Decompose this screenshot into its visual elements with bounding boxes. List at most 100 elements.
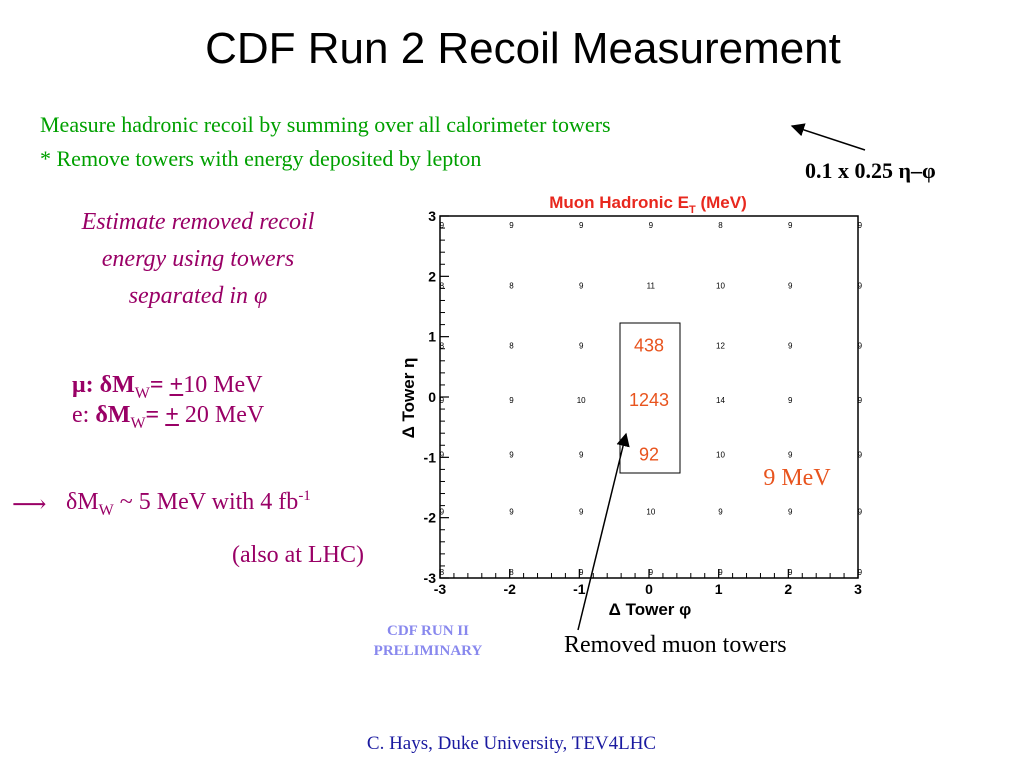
- tower-cell-value: 9: [858, 508, 863, 517]
- x-axis-label: Δ Tower φ: [609, 600, 692, 619]
- tower-cell-value: 8: [509, 568, 514, 577]
- removed-tower-value: 1243: [629, 390, 669, 410]
- nine-mev-annotation: 9 MeV: [763, 465, 831, 491]
- tower-cell-value: 9: [858, 568, 863, 577]
- electron-sub: W: [130, 414, 146, 432]
- tower-cell-value: 9: [718, 508, 723, 517]
- tower-cell-value: 9: [579, 508, 584, 517]
- electron-value: 20 MeV: [178, 402, 265, 428]
- lhc-note: (also at LHC): [232, 542, 364, 568]
- tower-cell-value: 9: [509, 508, 514, 517]
- tower-cell-value: 9: [788, 342, 793, 351]
- x-axis: -3 -2 -1 0 1 2 3: [434, 569, 862, 597]
- removed-towers-box: [619, 322, 681, 474]
- muon-value: 10 MeV: [183, 372, 263, 398]
- slide-title: CDF Run 2 Recoil Measurement: [205, 24, 841, 73]
- tower-cell-value: 9: [440, 396, 445, 405]
- tower-cell-value: 9: [649, 221, 654, 230]
- tower-cell-value: 8: [440, 568, 445, 577]
- electron-prefix: e:: [72, 402, 96, 428]
- tower-cell-value: 9: [858, 396, 863, 405]
- y-tick-label: -2: [424, 510, 437, 526]
- tower-cell-value: 9: [788, 396, 793, 405]
- tower-cell-value: 8: [509, 342, 514, 351]
- tower-cell-value: 9: [788, 450, 793, 459]
- tower-cell-value: 9: [509, 450, 514, 459]
- x-tick-label: 2: [784, 581, 792, 597]
- future-sup: -1: [298, 488, 311, 504]
- x-tick-label: -3: [434, 581, 447, 597]
- removed-tower-value: 438: [634, 336, 664, 356]
- electron-pm: +: [165, 402, 179, 428]
- y-tick-label: -1: [424, 449, 437, 465]
- electron-delta: δM: [95, 402, 131, 428]
- x-tick-label: -2: [503, 581, 516, 597]
- future-sub: W: [98, 501, 114, 519]
- tower-cell-value: 9: [788, 508, 793, 517]
- tower-size-label: 0.1 x 0.25 η–φ: [805, 158, 936, 183]
- future-projection: δMW ~ 5 MeV with 4 fb-1: [66, 488, 311, 520]
- muon-sub: W: [134, 384, 150, 402]
- y-tick-label: 2: [428, 268, 436, 284]
- tower-cell-value: 9: [858, 450, 863, 459]
- removed-towers-arrow: [577, 432, 630, 631]
- tower-cell-value: 9: [579, 450, 584, 459]
- tower-cell-value: 8: [718, 221, 723, 230]
- tower-cell-value: 9: [858, 342, 863, 351]
- tower-size-arrow: [790, 123, 866, 151]
- muon-pm: +: [169, 372, 184, 398]
- tower-cell-value: 9: [509, 221, 514, 230]
- tower-cell-value: 9: [858, 281, 863, 290]
- tower-cell-value: 9: [788, 281, 793, 290]
- muon-resolution: μ: δMW= +10 MeV: [72, 372, 263, 403]
- future-text: ~ 5 MeV with 4 fb: [113, 489, 299, 515]
- y-axis: -3 -2 -1 0 1 2 3: [424, 208, 449, 586]
- tower-cell-value: 10: [646, 508, 655, 517]
- muon-eq: =: [149, 372, 170, 398]
- tower-cell-value: 9: [579, 342, 584, 351]
- plot-title: Muon Hadronic ET (MeV): [549, 193, 747, 216]
- y-tick-label: 1: [428, 329, 436, 345]
- removed-tower-values: 438 1243 92: [629, 336, 669, 465]
- tower-cell-value: 10: [716, 450, 725, 459]
- future-delta: δM: [66, 489, 99, 515]
- x-tick-label: 1: [715, 581, 723, 597]
- removed-tower-value: 92: [639, 444, 659, 464]
- tower-cell-value: 8: [440, 281, 445, 290]
- tower-cell-value: 9: [858, 221, 863, 230]
- electron-eq: =: [145, 402, 166, 428]
- tower-cell-value: 9: [788, 568, 793, 577]
- tower-cell-value: 9: [649, 568, 654, 577]
- tower-cell-value: 9: [440, 221, 445, 230]
- future-arrow-icon: ⟶: [12, 492, 47, 518]
- estimate-text: Estimate removed recoil energy using tow…: [81, 209, 315, 309]
- tower-cell-value: 9: [509, 396, 514, 405]
- y-tick-label: 0: [428, 389, 436, 405]
- intro-line-1: Measure hadronic recoil by summing over …: [40, 112, 611, 137]
- tower-cell-value: 9: [718, 568, 723, 577]
- tower-cell-value: 9: [579, 281, 584, 290]
- author-credit: C. Hays, Duke University, TEV4LHC: [366, 733, 657, 754]
- y-tick-label: 3: [428, 208, 436, 224]
- y-tick-label: -3: [424, 570, 437, 586]
- tower-cell-value: 8: [509, 281, 514, 290]
- tower-cell-value: 9: [440, 450, 445, 459]
- tower-cell-value: 9: [788, 221, 793, 230]
- tower-grid: 9 9 9 9 8 9 9 8 8 9 11 10 9 9 8 8 9 12 9 9 9 9 10 14 9 9 9 9 9 10 9 9 9 9…: [440, 221, 863, 577]
- tower-cell-value: 10: [577, 396, 586, 405]
- cdf-preliminary-label: CDF RUN II PRELIMINARY: [373, 623, 483, 659]
- tower-cell-value: 9: [579, 568, 584, 577]
- tower-cell-value: 11: [647, 281, 656, 290]
- tower-cell-value: 9: [579, 221, 584, 230]
- x-tick-label: -1: [573, 581, 586, 597]
- muon-prefix: μ:: [72, 372, 100, 398]
- electron-resolution: e: δMW= + 20 MeV: [72, 402, 264, 433]
- tower-cell-value: 9: [440, 508, 445, 517]
- removed-towers-label: Removed muon towers: [564, 632, 787, 658]
- intro-line-2: * Remove towers with energy deposited by…: [40, 146, 482, 171]
- x-tick-label: 0: [645, 581, 653, 597]
- x-tick-label: 3: [854, 581, 862, 597]
- tower-cell-value: 14: [716, 396, 725, 405]
- muon-delta: δM: [99, 372, 135, 398]
